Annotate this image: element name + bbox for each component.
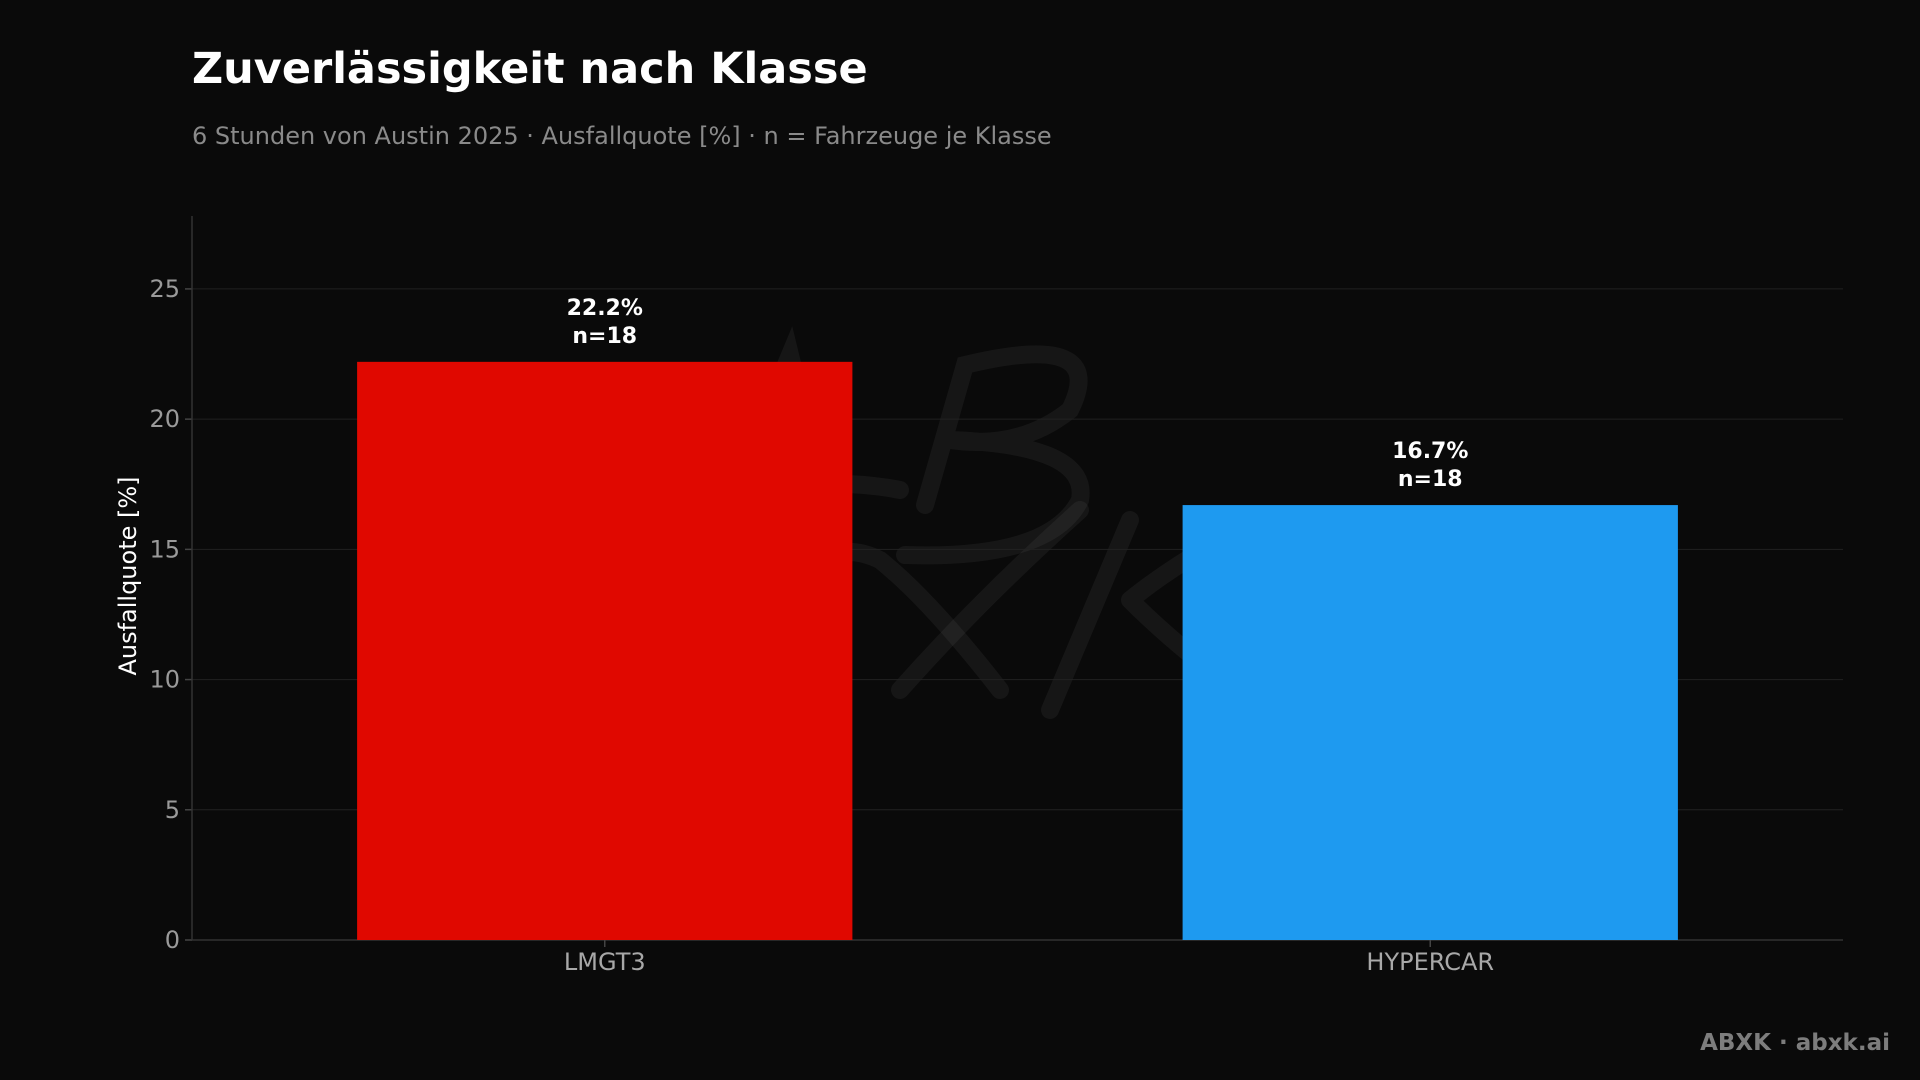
- y-tick-label: 5: [165, 796, 180, 824]
- data-label-value: 22.2%: [567, 296, 643, 321]
- y-tick-label: 25: [149, 275, 180, 303]
- data-label-count: n=18: [1398, 467, 1463, 492]
- x-tick-label: LMGT3: [564, 948, 646, 976]
- data-label-value: 16.7%: [1392, 439, 1468, 464]
- bar-hypercar: [1182, 505, 1678, 940]
- y-tick-label: 0: [165, 926, 180, 954]
- y-tick-label: 15: [149, 535, 180, 563]
- x-tick-label: HYPERCAR: [1366, 948, 1494, 976]
- y-tick-label: 10: [149, 666, 180, 694]
- data-label-count: n=18: [572, 324, 637, 349]
- y-axis-label: Ausfallquote [%]: [114, 476, 142, 675]
- bars: [357, 361, 1678, 940]
- chart-title: Zuverlässigkeit nach Klasse: [192, 44, 868, 94]
- y-tick-label: 20: [149, 405, 180, 433]
- chart-subtitle: 6 Stunden von Austin 2025 · Ausfallquote…: [192, 122, 1052, 150]
- footer-credit: ABXK · abxk.ai: [1700, 1030, 1890, 1056]
- axes: 0 5 10 15 20 25 LMGT3 HYPERCAR: [149, 216, 1843, 976]
- data-labels: 22.2% n=18 16.7% n=18: [567, 296, 1469, 492]
- bar-lmgt3: [357, 361, 853, 940]
